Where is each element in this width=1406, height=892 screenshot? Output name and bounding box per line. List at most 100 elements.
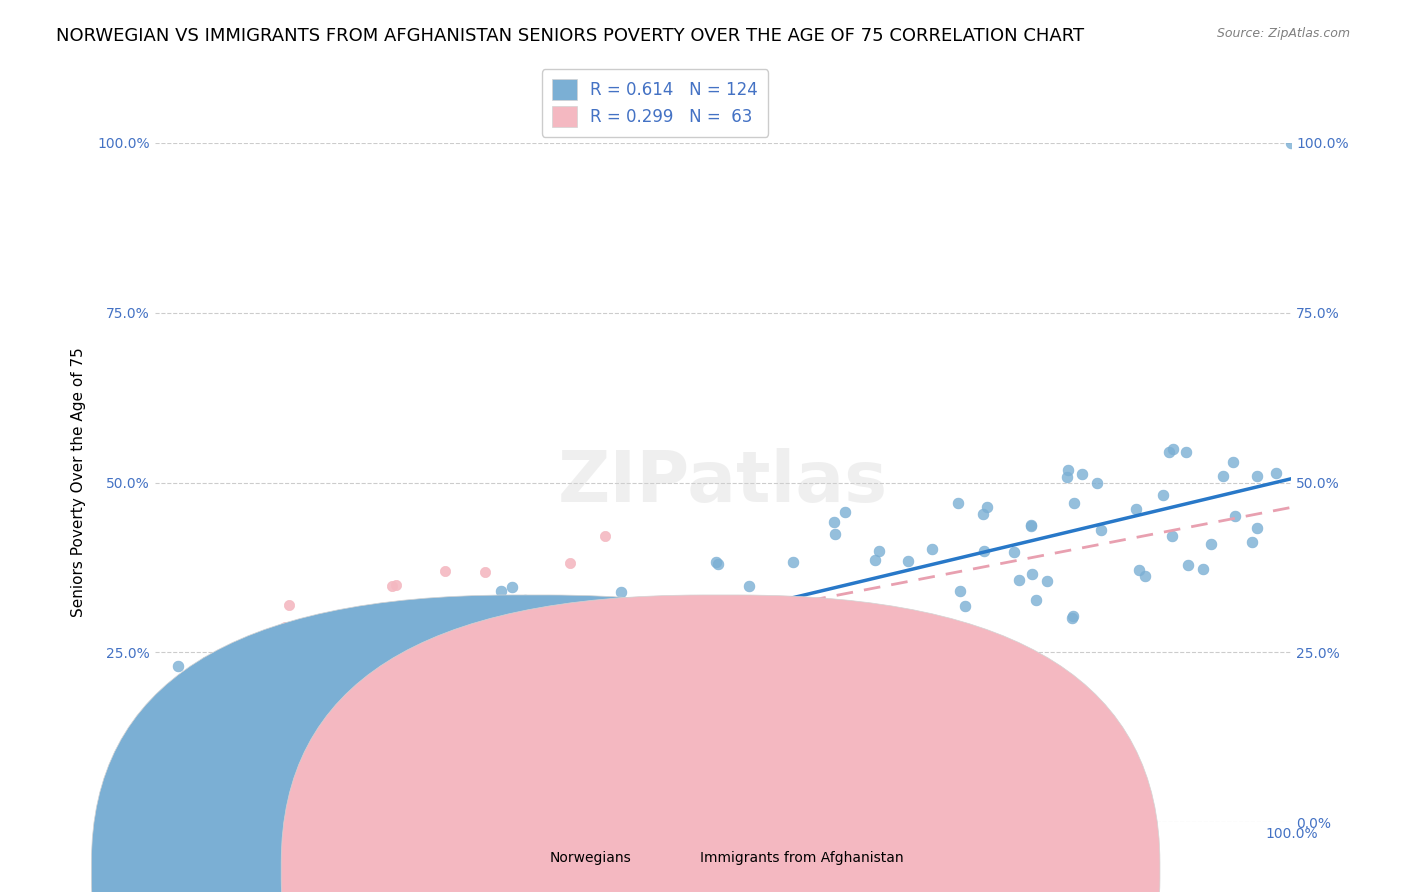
Point <box>326 658 349 673</box>
Point <box>834 505 856 519</box>
Point <box>391 662 413 676</box>
Point <box>1201 537 1223 551</box>
Point <box>228 652 250 666</box>
Point <box>183 717 205 731</box>
Text: ZIPatlas: ZIPatlas <box>558 448 889 517</box>
Text: Source: ZipAtlas.com: Source: ZipAtlas.com <box>1216 27 1350 40</box>
Point <box>551 699 574 714</box>
Point <box>1161 442 1184 456</box>
Point <box>245 739 267 753</box>
Point <box>976 500 998 515</box>
Point <box>505 666 527 681</box>
Point <box>460 697 482 711</box>
Point <box>1177 558 1199 572</box>
Point <box>1057 463 1080 477</box>
Point <box>1175 444 1198 458</box>
Point <box>302 774 325 789</box>
Point <box>761 640 783 655</box>
Point <box>276 641 298 656</box>
Point <box>201 689 224 703</box>
Point <box>463 660 485 674</box>
Point <box>868 616 890 631</box>
Point <box>681 661 703 675</box>
Point <box>451 641 474 656</box>
Point <box>765 596 787 610</box>
Point <box>610 584 633 599</box>
Point <box>1135 568 1157 582</box>
Point <box>1279 136 1302 150</box>
Point <box>481 658 503 673</box>
Point <box>267 770 290 784</box>
Point <box>475 694 498 708</box>
Point <box>852 657 875 672</box>
Point <box>307 632 329 646</box>
Point <box>380 655 402 669</box>
Point <box>634 627 657 641</box>
Point <box>1090 524 1112 538</box>
Point <box>183 755 205 769</box>
Point <box>221 764 243 779</box>
Text: NORWEGIAN VS IMMIGRANTS FROM AFGHANISTAN SENIORS POVERTY OVER THE AGE OF 75 CORR: NORWEGIAN VS IMMIGRANTS FROM AFGHANISTAN… <box>56 27 1084 45</box>
Point <box>1019 517 1042 532</box>
Point <box>406 747 429 762</box>
Point <box>868 544 890 558</box>
Point <box>1070 467 1092 481</box>
Point <box>195 655 218 669</box>
Point <box>197 725 219 739</box>
Point <box>582 702 605 716</box>
Point <box>352 613 374 627</box>
Point <box>371 619 394 633</box>
Point <box>569 685 592 699</box>
Point <box>738 579 761 593</box>
Point <box>269 632 291 647</box>
Point <box>897 554 920 568</box>
Point <box>266 729 288 743</box>
Point <box>188 677 211 691</box>
Point <box>167 658 190 673</box>
Point <box>463 674 485 689</box>
Point <box>157 780 180 795</box>
Point <box>370 709 392 723</box>
Point <box>1212 469 1234 483</box>
Point <box>356 646 378 660</box>
Point <box>1021 567 1043 582</box>
Point <box>304 765 326 780</box>
Point <box>427 627 450 641</box>
Point <box>404 665 426 680</box>
Point <box>1021 519 1043 533</box>
Point <box>946 495 969 509</box>
Point <box>863 553 886 567</box>
Point <box>1128 563 1150 577</box>
Point <box>274 620 297 634</box>
Point <box>505 701 527 715</box>
Point <box>588 678 610 692</box>
Point <box>321 694 343 708</box>
Point <box>217 692 239 706</box>
Point <box>537 719 560 733</box>
Point <box>288 704 311 718</box>
Point <box>343 638 366 652</box>
Point <box>721 624 744 639</box>
Point <box>505 731 527 745</box>
Point <box>460 638 482 652</box>
Point <box>548 637 571 651</box>
Point <box>280 671 302 685</box>
Point <box>558 556 581 570</box>
Point <box>569 672 592 686</box>
Point <box>160 739 183 753</box>
Point <box>396 728 419 742</box>
Point <box>662 693 685 707</box>
Point <box>402 618 425 632</box>
Point <box>827 646 849 660</box>
Point <box>371 672 394 686</box>
Point <box>512 724 534 739</box>
Point <box>517 607 540 621</box>
Point <box>1191 562 1213 576</box>
Point <box>308 773 330 788</box>
Point <box>530 593 553 607</box>
Point <box>1225 508 1247 523</box>
Point <box>1002 545 1025 559</box>
Point <box>277 598 299 612</box>
Point <box>1222 455 1244 469</box>
Point <box>1062 611 1084 625</box>
